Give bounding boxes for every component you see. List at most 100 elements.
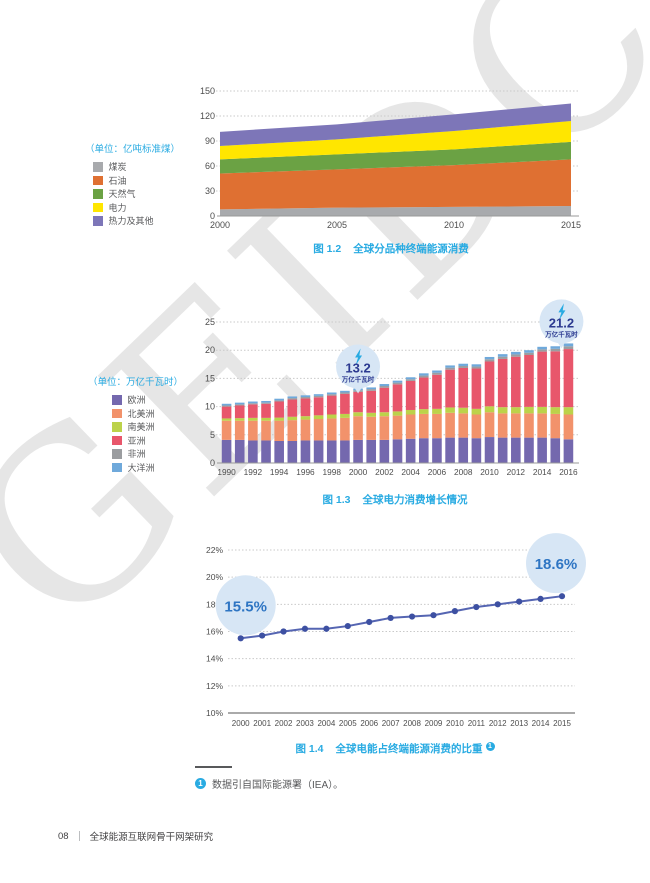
bar-segment-大洋洲 [432,370,442,373]
bar-segment-北美洲 [326,418,337,441]
bar-segment-南美洲 [300,416,311,420]
bar-segment-欧洲 [274,441,284,463]
axis-tick-label: 2000 [349,467,368,477]
data-point [259,632,266,639]
bar-segment-北美洲 [340,417,350,441]
bar-segment-非洲 [418,375,429,378]
bar-segment-北美洲 [432,413,442,439]
bar-segment-北美洲 [537,413,547,438]
axis-tick-label: 2005 [339,719,357,728]
bar-segment-非洲 [484,359,495,362]
bar-segment-南美洲 [353,412,363,417]
bar-segment-非洲 [458,365,469,368]
bar-segment-亚洲 [471,368,482,409]
axis-tick-label: 150 [200,86,215,96]
fig-1-3-unit-label: （单位：万亿千瓦时） [88,377,184,388]
bar-segment-北美洲 [497,413,508,438]
bar-segment-南美洲 [261,417,271,421]
bar-segment-北美洲 [445,412,455,438]
bar-segment-北美洲 [524,413,534,438]
bar-segment-南美洲 [221,418,232,421]
bar-segment-大洋洲 [287,396,298,399]
bar-segment-北美洲 [248,420,258,441]
bar-segment-亚洲 [234,405,245,419]
legend-item-亚洲: 亚洲 [112,434,183,448]
bar-segment-南美洲 [340,413,350,418]
bar-segment-大洋洲 [563,343,574,347]
legend-label: 石油 [108,175,127,186]
data-point [344,622,351,630]
bar-segment-北美洲 [234,420,245,440]
bar-segment-亚洲 [248,404,258,418]
bar-segment-北美洲 [511,413,521,438]
bar-segment-北美洲 [221,420,232,440]
legend-label: 北美洲 [127,408,155,419]
bar-segment-非洲 [511,354,521,357]
bar-segment-欧洲 [261,440,271,463]
bar-segment-非洲 [445,367,455,370]
axis-tick-label: 2015 [561,220,581,230]
bar-segment-大洋洲 [511,351,521,355]
caption-prefix: 图 1.4 [295,743,324,755]
bar-segment-欧洲 [326,440,337,463]
axis-tick-label: 2005 [327,220,347,230]
bar-segment-欧洲 [340,440,350,463]
axis-tick-label: 10% [206,708,223,718]
bar-segment-亚洲 [326,395,337,415]
axis-tick-label: 2001 [253,719,271,728]
bar-segment-大洋洲 [248,401,258,404]
data-point [323,625,330,632]
axis-tick-label: 16% [206,627,223,637]
bar-segment-欧洲 [379,439,390,463]
lightning-icon [355,348,363,366]
bar-segment-非洲 [221,405,232,407]
axis-tick-label: 20% [206,572,223,582]
axis-tick-label: 2000 [210,220,230,230]
bar-segment-北美洲 [313,419,324,441]
axis-tick-label: 2016 [559,467,578,477]
bar-segment-非洲 [550,348,561,352]
bar-segment-欧洲 [287,441,298,463]
bar-segment-南美洲 [458,407,469,414]
legend-swatch [93,162,103,172]
bar-segment-南美洲 [511,407,521,414]
bar-segment-南美洲 [392,411,403,416]
bar-segment-北美洲 [261,420,271,441]
bar-segment-亚洲 [379,387,390,413]
bar-segment-北美洲 [392,415,403,440]
bar-segment-欧洲 [248,440,258,463]
axis-tick-label: 18.6% [535,556,578,573]
axis-tick-label: 2003 [296,719,314,728]
footnote: 1 数据引自国际能源署（IEA）。 [195,776,343,791]
bar-segment-南美洲 [563,407,574,415]
bar-segment-亚洲 [287,399,298,417]
bar-segment-非洲 [326,394,337,396]
bar-segment-亚洲 [221,406,232,419]
bar-segment-北美洲 [287,420,298,442]
data-point [516,598,523,605]
legend-label: 欧洲 [127,395,146,406]
legend-item-煤炭: 煤炭 [93,160,180,174]
axis-tick-label: 1994 [270,467,289,477]
legend-swatch [93,202,103,212]
bar-segment-南美洲 [445,407,455,413]
bar-segment-南美洲 [418,409,429,414]
bar-segment-大洋洲 [379,384,390,387]
axis-tick-label: 2015 [553,719,571,728]
bar-segment-欧洲 [313,440,324,463]
axis-tick-label: 90 [205,136,215,146]
axis-tick-label: 2012 [507,467,526,477]
bar-segment-亚洲 [511,356,521,408]
bar-segment-南美洲 [313,415,324,420]
y-axis: 0 30 60 90 120 150 [200,86,215,221]
axis-tick-label: 18% [206,599,223,609]
area-series [220,103,571,216]
bar-segment-亚洲 [537,351,547,407]
annotation-bubble: 15.5% [215,575,276,636]
footer-separator [78,831,80,841]
bar-segment-北美洲 [458,413,469,438]
lightning-icon [558,303,566,321]
axis-tick-label: 10 [205,402,215,412]
bar-segment-大洋洲 [366,387,377,390]
